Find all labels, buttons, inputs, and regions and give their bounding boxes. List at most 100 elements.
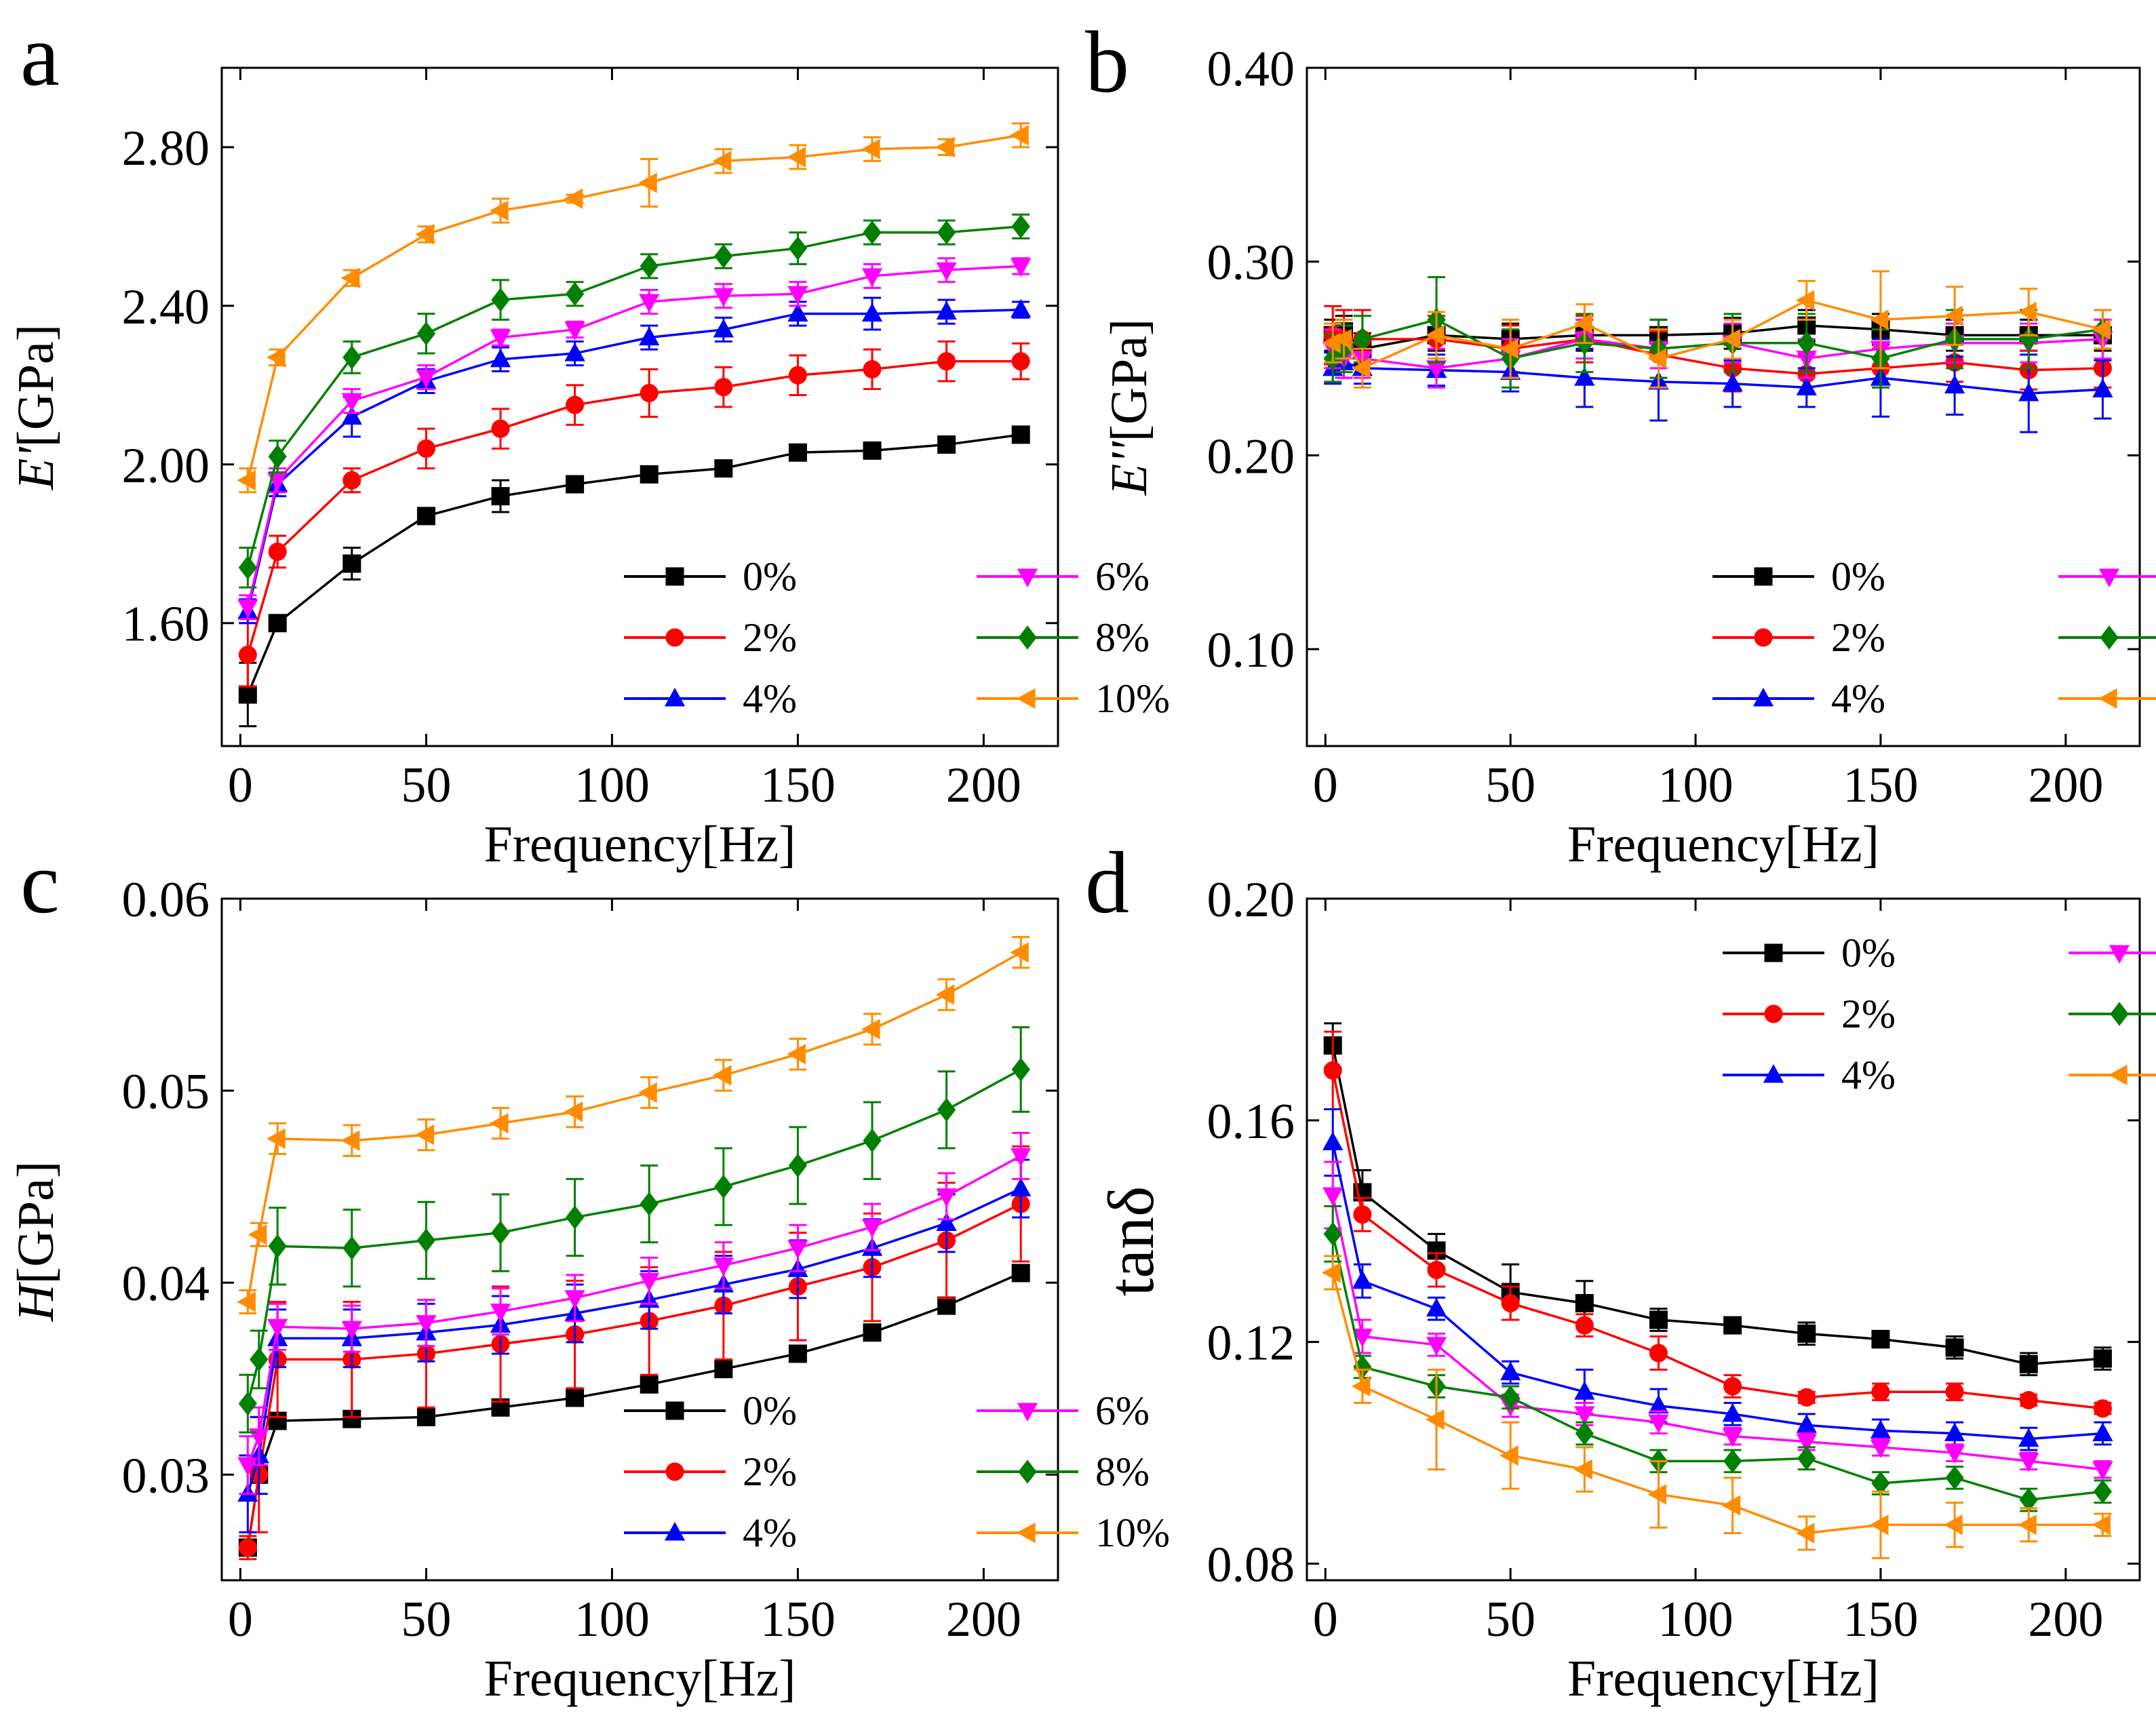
- x-tick-label: 100: [1658, 1592, 1733, 1647]
- data-point: [491, 487, 510, 506]
- legend-label: 8%: [1095, 615, 1150, 660]
- data-point: [712, 151, 732, 172]
- y-tick-label: 0.10: [1207, 623, 1295, 678]
- series-line: [246, 308, 1021, 612]
- x-tick-label: 150: [760, 758, 836, 813]
- data-point: [1500, 338, 1518, 359]
- data-point: [1322, 1262, 1341, 1283]
- series-line: [246, 1202, 1021, 1548]
- legend: 0% 2% 4% 6% 8% 10%: [624, 1388, 1170, 1555]
- data-point: [267, 1318, 288, 1338]
- data-point: [1871, 1382, 1890, 1401]
- x-tick-label: 200: [2028, 758, 2103, 813]
- legend-marker: [2098, 688, 2117, 709]
- y-axis-label: tanδ: [1095, 1186, 1167, 1297]
- data-point: [342, 471, 361, 490]
- data-point: [340, 267, 360, 289]
- y-tick-label: 0.08: [1207, 1537, 1295, 1592]
- series-line: [246, 225, 1021, 568]
- data-point: [1333, 328, 1352, 350]
- panel-b: b 0 50 100 150 200 0.10 0.20 0.30 0.40 Frequency[H…: [1085, 14, 2156, 873]
- y-axis-label-symbol: E'': [1101, 441, 1158, 496]
- data-point: [1011, 352, 1030, 371]
- y-axis-label-unit: [GPa]: [7, 324, 64, 448]
- data-point: [1647, 348, 1667, 369]
- data-point: [564, 188, 583, 210]
- data-point: [640, 1192, 659, 1216]
- data-point: [268, 444, 287, 469]
- x-tick-label: 150: [1843, 1592, 1918, 1647]
- data-point: [238, 1391, 257, 1416]
- data-point: [1795, 1523, 1815, 1544]
- data-point: [1797, 330, 1816, 355]
- data-point: [1011, 1264, 1030, 1283]
- y-tick-label: 0.04: [122, 1256, 210, 1312]
- legend-marker: [2110, 1002, 2129, 1026]
- legend-label: 2%: [743, 615, 797, 660]
- data-point: [1797, 1324, 1816, 1343]
- legend-marker: [1018, 625, 1037, 650]
- y-axis-label: H[GPa]: [7, 1161, 64, 1322]
- data-point: [342, 1236, 361, 1260]
- data-point: [861, 268, 883, 288]
- data-point: [342, 345, 361, 370]
- series-line: [1331, 1194, 2103, 1471]
- legend-marker: [665, 1462, 684, 1481]
- data-point: [714, 459, 733, 478]
- legend-marker: [1752, 688, 1774, 707]
- y-tick-label: 0.30: [1207, 235, 1295, 291]
- data-point: [1945, 1338, 1964, 1357]
- y-tick-label: 2.80: [122, 121, 210, 176]
- data-point: [1573, 1459, 1592, 1480]
- data-point: [490, 200, 509, 221]
- x-axis-label: Frequency[Hz]: [1567, 816, 1879, 873]
- data-point: [861, 302, 883, 322]
- data-point: [639, 1272, 660, 1292]
- data-point: [1573, 313, 1592, 334]
- data-point: [1501, 1385, 1520, 1410]
- data-point: [788, 443, 807, 462]
- data-point: [640, 1375, 659, 1394]
- data-point: [1427, 1260, 1446, 1279]
- series-line: [246, 265, 1021, 608]
- data-point: [936, 300, 957, 320]
- data-point: [490, 330, 511, 349]
- x-tick-label: 150: [760, 1592, 836, 1647]
- legend-label: 2%: [743, 1449, 797, 1494]
- data-point: [714, 378, 733, 397]
- series-line: [1331, 1233, 2103, 1502]
- plot-frame: [220, 897, 1059, 1582]
- series-10%: [237, 936, 1030, 1314]
- series-0%: [238, 425, 1030, 728]
- data-point: [238, 555, 257, 580]
- data-point: [416, 321, 436, 346]
- data-point: [1648, 1414, 1669, 1434]
- y-tick-label: 0.40: [1207, 41, 1295, 97]
- data-point: [1723, 1316, 1742, 1335]
- data-point: [1011, 1057, 1030, 1082]
- data-point: [1722, 1403, 1743, 1422]
- data-point: [341, 1320, 362, 1340]
- data-point: [713, 288, 734, 307]
- data-point: [1870, 1439, 1892, 1458]
- data-point: [937, 1097, 956, 1122]
- y-tick-label: 0.20: [1207, 872, 1295, 928]
- data-point: [714, 1174, 733, 1199]
- data-point: [1011, 1148, 1032, 1167]
- data-point: [490, 348, 511, 368]
- data-point: [1722, 1428, 1743, 1447]
- data-point: [1575, 1293, 1594, 1312]
- data-point: [1351, 1375, 1371, 1397]
- x-tick-label: 0: [1313, 1592, 1338, 1647]
- data-point: [564, 343, 585, 361]
- data-point: [1352, 1270, 1373, 1289]
- data-point: [268, 1234, 287, 1259]
- data-point: [1011, 258, 1032, 277]
- data-point: [268, 614, 287, 633]
- data-point: [491, 1398, 510, 1417]
- series-line: [1332, 318, 2103, 360]
- data-point: [1722, 372, 1743, 392]
- data-point: [937, 435, 956, 454]
- data-point: [2093, 1349, 2112, 1368]
- data-point: [1647, 1484, 1667, 1505]
